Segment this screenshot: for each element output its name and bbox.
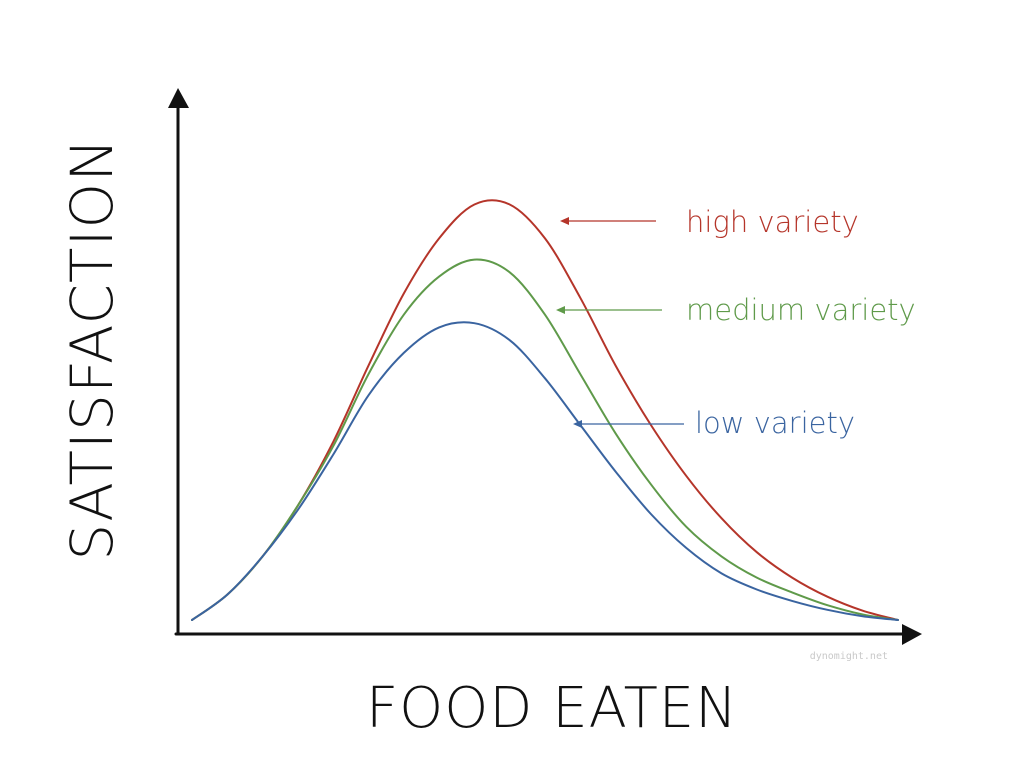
series-curves bbox=[191, 199, 899, 621]
series-line-low-variety bbox=[191, 321, 899, 621]
label-pointer-low-variety bbox=[573, 420, 684, 428]
x-axis bbox=[174, 624, 922, 645]
series-label-low-variety: low variety bbox=[695, 406, 855, 440]
y-axis bbox=[168, 88, 189, 636]
label-pointer-high-variety bbox=[560, 217, 656, 225]
x-axis-title: FOOD EATEN bbox=[366, 676, 738, 741]
series-line-medium-variety bbox=[191, 258, 899, 621]
y-axis-title: SATISFACTION bbox=[58, 137, 126, 560]
series-label-high-variety: high variety bbox=[686, 205, 859, 239]
watermark: dynomight.net bbox=[810, 651, 888, 662]
series-label-medium-variety: medium variety bbox=[686, 293, 916, 327]
series-labels: high variety medium variety low variety bbox=[556, 205, 916, 440]
label-pointer-medium-variety bbox=[556, 306, 662, 314]
